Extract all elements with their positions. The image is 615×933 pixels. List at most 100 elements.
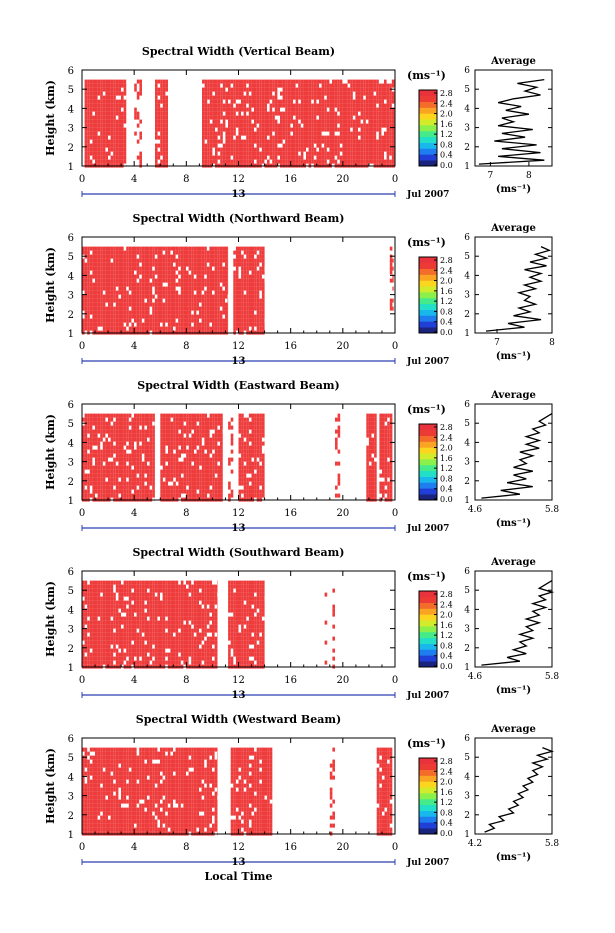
data-cell xyxy=(181,279,184,283)
data-cell xyxy=(257,160,260,164)
data-cell xyxy=(285,88,288,92)
data-cell xyxy=(105,307,108,311)
data-cell xyxy=(199,323,202,327)
data-cell xyxy=(204,494,207,498)
data-cell xyxy=(189,267,192,271)
data-cell xyxy=(95,140,98,144)
data-cell xyxy=(150,271,153,275)
data-cell xyxy=(105,299,108,303)
data-cell xyxy=(239,426,242,430)
data-cell xyxy=(111,311,114,315)
data-cell xyxy=(176,251,179,255)
data-cell xyxy=(202,450,205,454)
data-cell xyxy=(92,438,95,442)
data-cell xyxy=(113,478,116,482)
data-cell xyxy=(296,140,299,144)
data-cell xyxy=(314,100,317,104)
data-cell xyxy=(236,152,239,156)
data-cell xyxy=(144,295,147,299)
data-cell xyxy=(301,120,304,124)
data-cell xyxy=(207,116,210,120)
data-cell xyxy=(178,478,181,482)
data-cell xyxy=(181,283,184,287)
data-cell xyxy=(264,100,267,104)
data-cell xyxy=(103,494,106,498)
data-cell xyxy=(186,414,189,418)
data-cell xyxy=(90,283,93,287)
data-cell xyxy=(95,470,98,474)
data-cell xyxy=(95,128,98,132)
data-cell xyxy=(217,418,220,422)
data-cell xyxy=(262,120,265,124)
data-cell xyxy=(316,132,319,136)
data-cell xyxy=(350,136,353,140)
data-cell xyxy=(355,160,358,164)
data-cell xyxy=(259,474,262,478)
data-cell xyxy=(191,275,194,279)
data-cell xyxy=(90,148,93,152)
data-cell xyxy=(181,490,184,494)
data-cell xyxy=(124,100,127,104)
data-cell xyxy=(189,287,192,291)
data-cell xyxy=(244,323,247,327)
data-cell xyxy=(236,251,239,255)
data-cell xyxy=(215,319,218,323)
data-cell xyxy=(238,104,241,108)
data-cell xyxy=(337,148,340,152)
data-cell xyxy=(288,84,291,88)
data-cell xyxy=(348,88,351,92)
data-cell xyxy=(210,128,213,132)
data-cell xyxy=(142,470,145,474)
data-cell xyxy=(233,319,236,323)
data-cell xyxy=(85,454,88,458)
data-cell xyxy=(327,80,330,84)
data-cell xyxy=(303,148,306,152)
data-cell xyxy=(165,136,168,140)
data-cell xyxy=(249,478,252,482)
data-cell xyxy=(254,100,257,104)
data-cell xyxy=(285,100,288,104)
data-cell xyxy=(374,116,377,120)
date-label: Jul 2007 xyxy=(406,190,449,200)
data-cell xyxy=(92,108,95,112)
data-cell xyxy=(194,486,197,490)
data-cell xyxy=(262,259,265,263)
data-cell xyxy=(262,148,265,152)
data-cell xyxy=(290,152,293,156)
data-cell xyxy=(124,454,127,458)
data-cell xyxy=(98,148,101,152)
data-cell xyxy=(160,263,163,267)
data-cell xyxy=(249,319,252,323)
data-cell xyxy=(204,478,207,482)
data-cell xyxy=(129,283,132,287)
data-cell xyxy=(210,88,213,92)
data-cell xyxy=(251,116,254,120)
data-cell xyxy=(147,303,150,307)
data-cell xyxy=(92,104,95,108)
data-cell xyxy=(371,88,374,92)
data-cell xyxy=(139,136,142,140)
data-cell xyxy=(160,96,163,100)
data-cell xyxy=(311,140,314,144)
data-cell xyxy=(345,156,348,160)
data-cell xyxy=(150,263,153,267)
data-cell xyxy=(131,303,134,307)
data-cell xyxy=(220,287,223,291)
data-cell xyxy=(194,454,197,458)
data-cell xyxy=(270,128,273,132)
data-cell xyxy=(239,466,242,470)
data-cell xyxy=(228,128,231,132)
data-cell xyxy=(186,422,189,426)
data-cell xyxy=(390,263,393,267)
data-cell xyxy=(155,263,158,267)
data-cell xyxy=(142,482,145,486)
data-cell xyxy=(215,323,218,327)
data-cell xyxy=(202,263,205,267)
data-cell xyxy=(202,283,205,287)
data-cell xyxy=(142,263,145,267)
data-cell xyxy=(215,486,218,490)
data-cell xyxy=(137,303,140,307)
data-cell xyxy=(118,267,121,271)
data-cell xyxy=(316,140,319,144)
data-cell xyxy=(218,84,221,88)
